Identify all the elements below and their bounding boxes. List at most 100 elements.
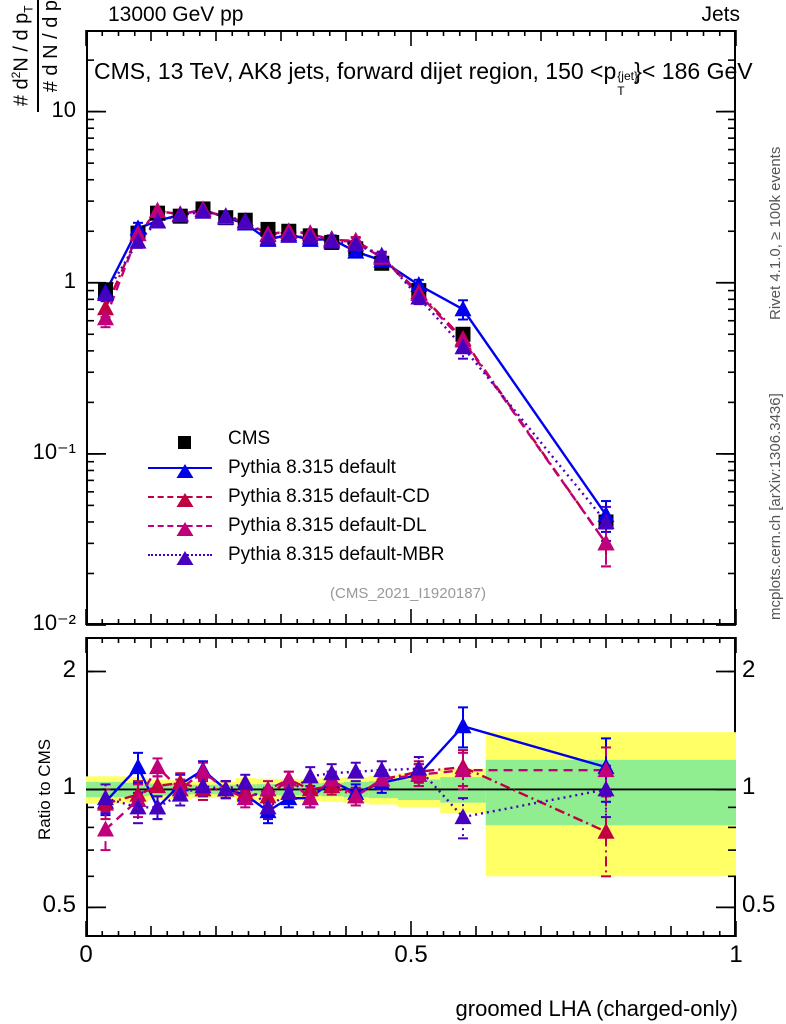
x-tick-label: 0 — [79, 941, 93, 968]
ratio-data-marker — [236, 773, 254, 790]
legend-key — [148, 430, 212, 449]
main-series-line — [104, 208, 607, 545]
analysis-id-watermark: (CMS_2021_I1920187) — [330, 585, 486, 602]
plot-title-sup: {jet} — [617, 69, 638, 83]
main-data-marker-triangle — [454, 338, 472, 355]
ratio-data-marker — [454, 717, 472, 734]
ratio-series-line — [105, 767, 607, 819]
ratio-y-tick-label: 1 — [62, 773, 76, 801]
main-data-marker-triangle — [97, 284, 114, 301]
beam-energy-label: 13000 GeV pp — [108, 3, 244, 26]
ratio-data-marker — [347, 787, 365, 804]
ratio-data-marker — [97, 820, 114, 837]
main-data-marker-triangle — [129, 232, 147, 249]
main-data-marker-triangle — [347, 235, 365, 252]
ratio-y-axis-title: Ratio to CMS — [35, 739, 137, 857]
ratio-data-marker — [323, 764, 341, 781]
ratio-data-marker — [149, 777, 166, 794]
rivet-version-text: Rivet 4.1.0, ≥ 100k events — [767, 146, 784, 320]
ratio-series-line — [105, 765, 607, 833]
y-numer-3: / d p — [10, 12, 33, 52]
ratio-data-marker — [454, 761, 472, 778]
ratio-data-marker — [129, 758, 147, 775]
ratio-y-tick-label: 0.5 — [42, 891, 76, 919]
main-data-marker-triangle — [171, 206, 189, 223]
legend-item[interactable]: Pythia 8.315 default — [148, 453, 445, 482]
ratio-data-marker — [373, 770, 391, 787]
ratio-y-tick-label: 2 — [62, 655, 76, 683]
ratio-data-marker — [454, 808, 472, 825]
main-data-marker-triangle — [97, 309, 114, 326]
legend-key — [148, 517, 212, 536]
main-series-line — [104, 208, 607, 545]
main-axis-ticks — [85, 30, 737, 626]
legend-line — [148, 524, 212, 527]
ratio-data-marker — [259, 798, 277, 815]
legend-item[interactable]: Pythia 8.315 default-DL — [148, 511, 445, 540]
ratio-data-marker — [149, 798, 166, 815]
main-series-line — [104, 208, 607, 516]
rivet-version-label: Rivet 4.1.0, ≥ 100k events — [767, 147, 786, 335]
legend-square-marker-icon — [178, 435, 191, 449]
ratio-data-marker — [194, 762, 212, 779]
main-data-marker-triangle — [373, 246, 391, 263]
ratio-series-line — [104, 765, 606, 831]
legend-item[interactable]: Pythia 8.315 default-MBR — [148, 540, 445, 569]
main-y-tick-label: 10 — [51, 96, 76, 122]
main-y-tick-label: 10⁻¹ — [32, 438, 76, 464]
ratio-data-marker — [301, 780, 319, 797]
x-axis-title: groomed LHA (charged-only) — [455, 996, 738, 1021]
ratio-series-line — [104, 724, 607, 813]
legend-label: Pythia 8.315 default — [228, 457, 396, 478]
legend-triangle-marker-icon — [176, 521, 194, 536]
main-y-tick-label: 1 — [63, 267, 76, 293]
analysis-category-label: Jets — [701, 3, 740, 26]
ratio-axis-ticks — [85, 637, 737, 937]
ratio-error-bar — [152, 795, 163, 821]
mcplots-reference-label: mcplots.cern.ch [arXiv:1306.3436] — [767, 393, 786, 635]
ratio-y-tick-label-right: 1 — [742, 773, 756, 801]
ratio-data-marker — [347, 762, 365, 779]
main-data-marker-triangle — [597, 534, 615, 551]
legend-label: CMS — [228, 428, 271, 449]
ratio-data-marker — [301, 767, 319, 784]
ratio-data-marker — [259, 780, 277, 797]
legend-triangle-marker-icon — [176, 492, 194, 507]
y-numer-2: N — [10, 57, 33, 72]
main-data-marker-triangle — [301, 228, 319, 245]
legend: CMS Pythia 8.315 default Pythia 8.315 defa… — [148, 424, 445, 569]
plot-title-prefix: CMS, 13 TeV, AK8 jets, forward dijet reg… — [94, 58, 617, 84]
main-data-marker-triangle — [194, 202, 212, 219]
legend-triangle-marker-icon — [176, 463, 194, 478]
legend-key — [148, 459, 212, 478]
legend-line — [148, 466, 212, 469]
ratio-error-bar — [458, 797, 468, 840]
ratio-y-tick-label-right: 0.5 — [742, 891, 776, 919]
legend-key — [148, 488, 212, 507]
legend-item[interactable]: CMS — [148, 424, 445, 453]
main-data-marker-triangle — [149, 212, 166, 229]
ratio-plot-canvas — [86, 706, 736, 878]
main-data-marker-triangle — [236, 211, 254, 228]
legend-label: Pythia 8.315 default-CD — [228, 486, 430, 507]
main-data-marker-triangle — [149, 201, 166, 218]
ratio-y-tick-label-right: 2 — [742, 655, 756, 683]
ratio-data-marker — [373, 761, 391, 778]
ratio-data-marker — [149, 758, 166, 775]
ratio-data-marker — [217, 780, 235, 797]
ratio-data-marker — [280, 770, 298, 787]
legend-line — [148, 553, 212, 556]
legend-triangle-marker-icon — [176, 550, 194, 565]
y-numer-sup: 2 — [9, 71, 23, 79]
main-data-marker-triangle — [217, 207, 235, 224]
ratio-error-bar — [100, 783, 111, 815]
main-data-marker-triangle — [280, 226, 298, 243]
legend-item[interactable]: Pythia 8.315 default-CD — [148, 482, 445, 511]
main-y-tick-label: 10⁻² — [32, 610, 76, 635]
y-numer-sub: T — [21, 5, 36, 13]
ratio-data-marker — [597, 822, 615, 839]
legend-key — [148, 546, 212, 565]
legend-label: Pythia 8.315 default-MBR — [228, 544, 445, 565]
ratio-data-marker — [410, 759, 428, 776]
